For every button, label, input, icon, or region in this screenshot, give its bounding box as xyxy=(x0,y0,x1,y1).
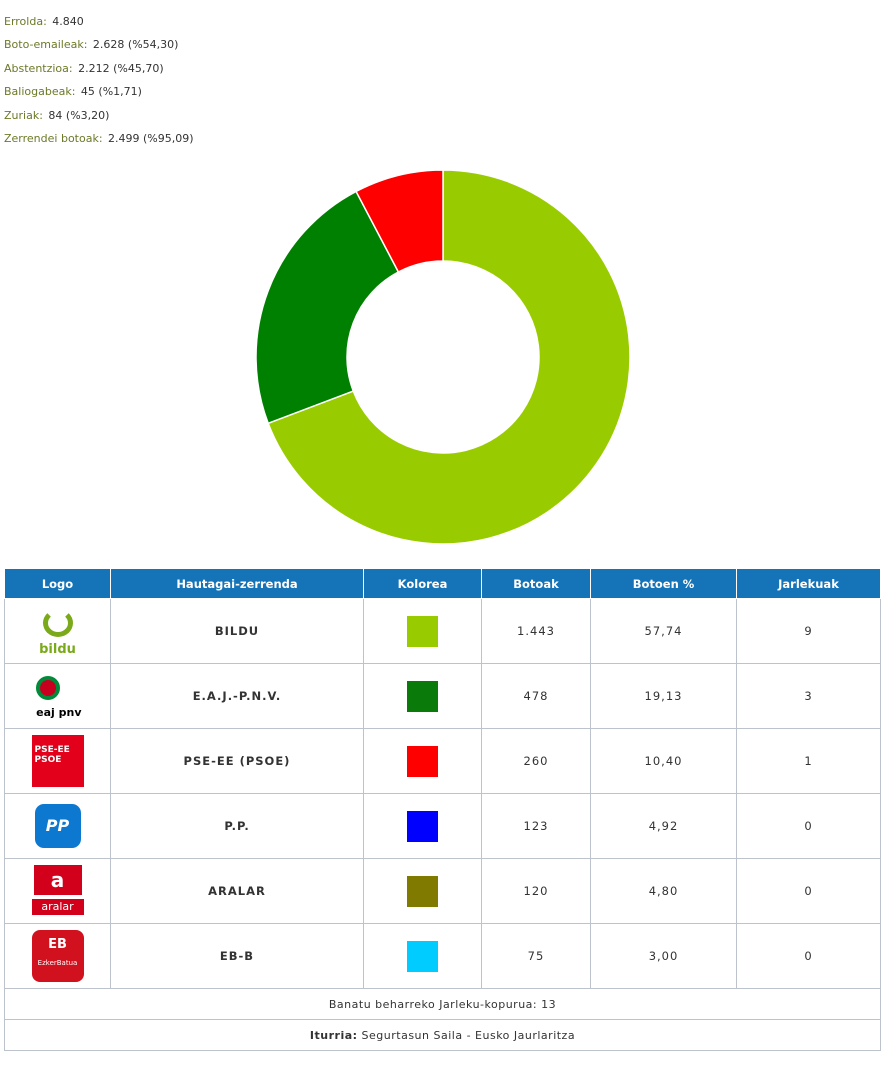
votes-cell: 1.443 xyxy=(481,598,591,664)
seats-total-text: Banatu beharreko Jarleku-kopurua: 13 xyxy=(4,988,881,1020)
election-summary: Errolda: 4.840 Boto-emaileak: 2.628 (%54… xyxy=(4,10,194,150)
summary-list-votes: Zerrendei botoak: 2.499 (%95,09) xyxy=(4,131,194,145)
vote-pct-cell: 57,74 xyxy=(590,598,737,664)
col-header-logo: Logo xyxy=(4,568,111,599)
summary-invalid: Baliogabeak: 45 (%1,71) xyxy=(4,85,142,99)
summary-census: Errolda: 4.840 xyxy=(4,15,84,28)
eaj-pnv-logo: eaj pnv xyxy=(32,670,84,722)
col-header-vote-pct: Botoen % xyxy=(590,568,737,599)
party-name: BILDU xyxy=(110,598,364,664)
table-row: EB EzkerBatua EB-B 75 3,00 0 xyxy=(4,923,881,989)
aralar-logo: a aralar xyxy=(31,865,84,917)
seats-cell: 3 xyxy=(736,663,881,729)
color-swatch xyxy=(407,745,438,777)
table-row: eaj pnv E.A.J.-P.N.V. 478 19,13 3 xyxy=(4,663,881,729)
col-header-seats: Jarlekuak xyxy=(736,568,881,599)
pp-logo: PP xyxy=(34,804,81,848)
pse-ee-logo: PSE-EE PSOE xyxy=(31,735,84,787)
votes-cell: 120 xyxy=(481,858,591,924)
results-header-row: Logo Hautagai-zerrenda Kolorea Botoak Bo… xyxy=(4,568,881,599)
seats-donut-chart xyxy=(255,169,631,545)
table-row: PP P.P. 123 4,92 0 xyxy=(4,793,881,859)
vote-pct-cell: 4,80 xyxy=(590,858,737,924)
votes-cell: 75 xyxy=(481,923,591,989)
summary-voters: Boto-emaileak: 2.628 (%54,30) xyxy=(4,38,179,52)
vote-pct-cell: 4,92 xyxy=(590,793,737,859)
table-row: PSE-EE PSOE PSE-EE (PSOE) 260 10,40 1 xyxy=(4,728,881,794)
results-table: Logo Hautagai-zerrenda Kolorea Botoak Bo… xyxy=(4,568,881,1051)
eb-b-logo: EB EzkerBatua xyxy=(31,930,84,982)
votes-cell: 478 xyxy=(481,663,591,729)
bildu-logo: bildu xyxy=(32,605,84,657)
seats-cell: 1 xyxy=(736,728,881,794)
votes-cell: 260 xyxy=(481,728,591,794)
party-name: P.P. xyxy=(110,793,364,859)
seats-cell: 0 xyxy=(736,923,881,989)
col-header-votes: Botoak xyxy=(481,568,591,599)
color-swatch xyxy=(407,810,438,842)
summary-blank: Zuriak: 84 (%3,20) xyxy=(4,108,110,122)
seats-cell: 0 xyxy=(736,793,881,859)
col-header-list: Hautagai-zerrenda xyxy=(110,568,364,599)
party-name: EB-B xyxy=(110,923,364,989)
seats-cell: 0 xyxy=(736,858,881,924)
col-header-color: Kolorea xyxy=(363,568,482,599)
color-swatch xyxy=(407,875,438,907)
table-row: a aralar ARALAR 120 4,80 0 xyxy=(4,858,881,924)
source-text: Segurtasun Saila - Eusko Jaurlaritza xyxy=(361,1028,576,1042)
party-name: ARALAR xyxy=(110,858,364,924)
seats-cell: 9 xyxy=(736,598,881,664)
party-name: E.A.J.-P.N.V. xyxy=(110,663,364,729)
donut-slice-e-a-j-p-n-v xyxy=(255,190,400,425)
table-row: bildu BILDU 1.443 57,74 9 xyxy=(4,598,881,664)
votes-cell: 123 xyxy=(481,793,591,859)
vote-pct-cell: 19,13 xyxy=(590,663,737,729)
vote-pct-cell: 3,00 xyxy=(590,923,737,989)
seats-total-row: Banatu beharreko Jarleku-kopurua: 13 xyxy=(4,988,881,1020)
color-swatch xyxy=(407,615,438,647)
vote-pct-cell: 10,40 xyxy=(590,728,737,794)
summary-abstention: Abstentzioa: 2.212 (%45,70) xyxy=(4,61,164,75)
source-label: Iturria: xyxy=(309,1028,358,1042)
source-row: Iturria: Segurtasun Saila - Eusko Jaurla… xyxy=(4,1019,881,1051)
color-swatch xyxy=(407,940,438,972)
color-swatch xyxy=(407,680,438,712)
donut-slice-pse-ee-psoe xyxy=(355,169,444,274)
party-name: PSE-EE (PSOE) xyxy=(110,728,364,794)
donut-slice-bildu xyxy=(267,169,631,545)
